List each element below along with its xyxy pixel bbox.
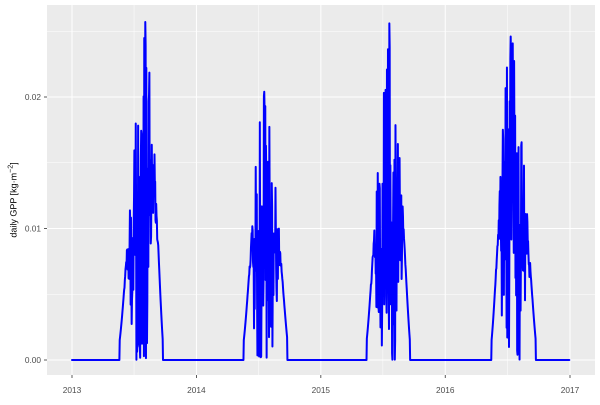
svg-text:2017: 2017 (561, 385, 580, 395)
svg-text:2016: 2016 (436, 385, 455, 395)
svg-text:2013: 2013 (63, 385, 82, 395)
svg-text:2015: 2015 (312, 385, 331, 395)
svg-text:0.01: 0.01 (25, 224, 42, 234)
svg-text:2014: 2014 (187, 385, 206, 395)
svg-text:0.02: 0.02 (25, 92, 42, 102)
svg-text:0.00: 0.00 (25, 355, 42, 365)
